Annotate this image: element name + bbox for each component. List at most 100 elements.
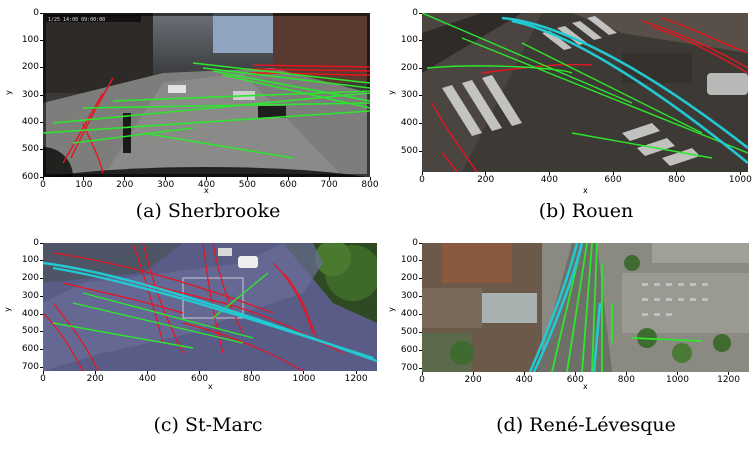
st-marc-ytick-label: 400	[21, 308, 39, 319]
sherbrooke-ytick-label: 600	[21, 171, 39, 182]
sherbrooke-ytick-label: 300	[21, 89, 39, 100]
st-marc-xtick-label: 600	[190, 374, 209, 384]
rene-levesque-caption: (d) René-Lévesque	[496, 414, 676, 436]
rene-levesque-ytick-mark	[419, 242, 422, 244]
rene-levesque-ytick-mark	[419, 278, 422, 280]
rene-levesque-xtick-label: 600	[566, 375, 584, 385]
rouen-xtick-label: 800	[668, 175, 686, 185]
sherbrooke-xtick-mark	[287, 177, 289, 180]
rouen-ytick-mark	[419, 40, 422, 42]
sherbrooke-xtick-mark	[246, 177, 248, 180]
rene-levesque-ytick-label: 0	[412, 237, 418, 248]
sherbrooke-ytick-label: 500	[21, 144, 39, 155]
sherbrooke-ytick-mark	[40, 67, 43, 69]
rene-levesque-ytick-label: 700	[400, 362, 418, 373]
rouen-scene	[422, 13, 748, 172]
rene-levesque-xtick-label: 800	[617, 375, 635, 385]
sherbrooke-ytick-label: 0	[33, 7, 39, 18]
sherbrooke-xtick-label: 500	[238, 180, 256, 190]
rouen-ytick-mark	[419, 95, 422, 97]
sherbrooke-ytick-mark	[40, 176, 43, 178]
rene-levesque-ylabel: y	[386, 307, 396, 312]
st-marc-xtick-label: 0	[40, 374, 46, 384]
sherbrooke-xtick-mark	[369, 177, 371, 180]
st-marc-ytick-mark	[40, 331, 43, 333]
sherbrooke-ytick-mark	[40, 94, 43, 96]
rouen-xtick-label: 0	[419, 175, 425, 185]
sherbrooke-ytick-label: 100	[21, 34, 39, 45]
rene-levesque-xtick-mark	[421, 372, 423, 375]
st-marc-ytick-mark	[40, 260, 43, 262]
rouen-ytick-label: 300	[400, 90, 418, 101]
sherbrooke-ytick-mark	[40, 39, 43, 41]
rouen-ytick-mark	[419, 122, 422, 124]
rene-levesque-ytick-label: 500	[400, 327, 418, 338]
st-marc-trajectory-plot	[43, 243, 377, 371]
rene-levesque-xlabel: x	[583, 382, 588, 391]
st-marc-xtick-mark	[303, 371, 305, 374]
sherbrooke-xtick-mark	[83, 177, 85, 180]
rene-levesque-ytick-mark	[419, 350, 422, 351]
sherbrooke-ytick-label: 400	[21, 116, 39, 127]
st-marc-ytick-label: 600	[21, 344, 39, 355]
rouen-xtick-label: 200	[477, 175, 495, 185]
st-marc-xtick-label: 200	[86, 374, 104, 384]
rene-levesque-ytick-mark	[419, 260, 422, 262]
rouen-ytick-mark	[419, 12, 422, 14]
rene-levesque-ytick-mark	[419, 332, 422, 334]
sherbrooke-xtick-mark	[124, 177, 126, 180]
sherbrooke-ytick-label: 200	[21, 62, 39, 73]
st-marc-xtick-mark	[355, 371, 357, 374]
sherbrooke-ytick-mark	[40, 12, 43, 14]
st-marc-xtick-mark	[146, 371, 148, 374]
rouen-xlabel: x	[583, 186, 588, 195]
rouen-ylabel: y	[386, 90, 396, 95]
st-marc-ytick-mark	[40, 349, 43, 351]
rene-levesque-ytick-mark	[419, 314, 422, 316]
sherbrooke-trajectory-plot: 1/25 14:00 09:00:00	[43, 13, 370, 177]
sherbrooke-scene: 1/25 14:00 09:00:00	[43, 13, 370, 177]
rouen-ytick-label: 400	[400, 117, 418, 128]
rene-levesque-ytick-label: 300	[400, 291, 418, 302]
rene-levesque-ytick-mark	[419, 367, 422, 369]
st-marc-ytick-mark	[40, 366, 43, 368]
rouen-xtick-mark	[676, 172, 678, 175]
sherbrooke-xtick-label: 600	[279, 180, 297, 190]
sherbrooke-xtick-mark	[165, 177, 167, 180]
rouen-xtick-mark	[739, 172, 741, 175]
st-marc-ytick-label: 100	[21, 255, 39, 266]
rene-levesque-xtick-mark	[523, 372, 525, 375]
st-marc-xtick-label: 1200	[344, 374, 368, 384]
rene-levesque-ytick-label: 200	[400, 273, 418, 284]
rouen-ytick-label: 0	[412, 7, 418, 18]
rene-levesque-xtick-label: 1000	[666, 375, 689, 385]
rouen-ytick-mark	[419, 67, 422, 69]
sherbrooke-ylabel: y	[3, 90, 13, 95]
rouen-xtick-mark	[612, 172, 614, 175]
st-marc-xtick-mark	[199, 371, 201, 374]
st-marc-scene	[43, 243, 377, 371]
st-marc-ytick-mark	[40, 278, 43, 280]
sherbrooke-xtick-label: 700	[320, 180, 338, 190]
rene-levesque-xtick-mark	[472, 372, 474, 375]
rouen-xtick-mark	[485, 172, 487, 175]
video-overlay-text: 1/25 14:00 09:00:00	[48, 17, 105, 23]
st-marc-xlabel: x	[208, 382, 213, 391]
rouen-caption: (b) Rouen	[538, 200, 634, 222]
rouen-ytick-mark	[419, 150, 422, 152]
st-marc-xtick-mark	[42, 371, 44, 374]
rene-levesque-xtick-label: 200	[464, 375, 482, 385]
rene-levesque-xtick-mark	[625, 372, 627, 375]
st-marc-xtick-label: 1000	[292, 374, 316, 384]
rene-levesque-ytick-label: 100	[400, 255, 418, 266]
rene-levesque-xtick-mark	[574, 372, 576, 375]
rouen-xtick-label: 1000	[728, 175, 752, 185]
st-marc-ytick-label: 300	[21, 290, 39, 301]
sherbrooke-xtick-label: 800	[361, 180, 379, 190]
sherbrooke-xtick-mark	[206, 177, 207, 180]
sherbrooke-xtick-label: 300	[157, 180, 175, 190]
rouen-ytick-label: 500	[400, 145, 418, 156]
rouen-ytick-label: 200	[400, 62, 418, 73]
sherbrooke-xtick-label: 0	[40, 180, 46, 190]
rene-levesque-ytick-label: 600	[400, 345, 418, 355]
